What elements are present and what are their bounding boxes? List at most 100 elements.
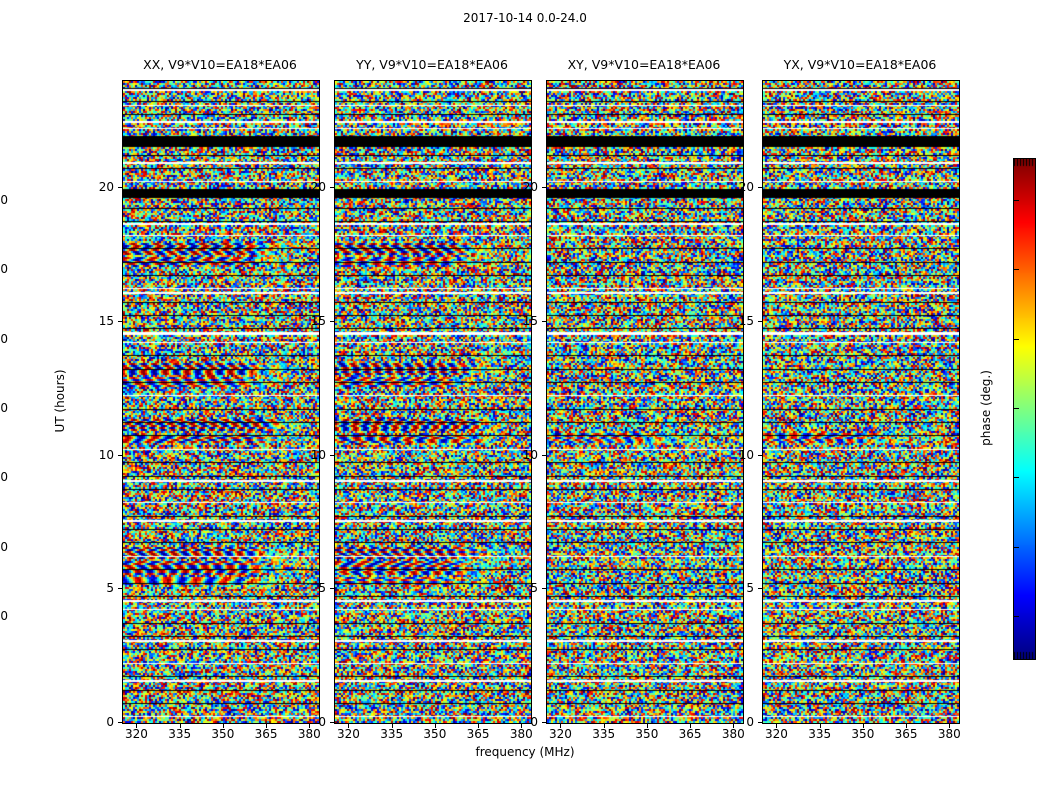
panel-title-yx: YX, V9*V10=EA18*EA06 [783, 57, 937, 72]
x-tick-label: 320 [764, 727, 788, 741]
y-tick-mark [118, 588, 122, 589]
x-tick-mark [862, 724, 864, 728]
figure-suptitle: 2017-10-14 0.0-24.0 [463, 11, 587, 25]
waterfall-image-yy [335, 81, 531, 723]
y-tick-mark [758, 588, 762, 589]
y-tick-mark [758, 187, 762, 188]
y-tick-mark [118, 455, 122, 456]
x-tick-label: 350 [211, 727, 235, 741]
panel-title-xy: XY, V9*V10=EA18*EA06 [567, 57, 721, 72]
y-tick-mark [542, 588, 546, 589]
waterfall-panel-xy[interactable] [546, 80, 744, 724]
y-tick-mark [330, 455, 334, 456]
x-tick-mark [906, 724, 908, 728]
colorbar-tick-label: 100 [0, 262, 8, 277]
y-tick-mark [542, 187, 546, 188]
x-tick-label: 335 [592, 727, 616, 741]
y-tick-label: 5 [318, 581, 326, 595]
x-axis-label: frequency (MHz) [475, 745, 575, 759]
x-tick-mark [434, 724, 436, 728]
waterfall-panel-yy[interactable] [334, 80, 532, 724]
colorbar-tick-label: −100 [0, 539, 8, 554]
y-tick-label: 20 [98, 180, 114, 194]
x-tick-mark [266, 724, 268, 728]
x-tick-mark [733, 724, 735, 728]
x-tick-label: 350 [423, 727, 447, 741]
y-tick-label: 15 [98, 314, 114, 328]
y-tick-label: 0 [106, 715, 114, 729]
y-tick-mark [758, 455, 762, 456]
waterfall-panel-yx[interactable] [762, 80, 960, 724]
colorbar-tick-label: 0 [0, 401, 8, 415]
y-tick-label: 10 [738, 448, 754, 462]
colorbar-tick-mark [1014, 477, 1019, 479]
y-tick-label: 20 [310, 180, 326, 194]
y-tick-mark [118, 722, 122, 723]
y-tick-label: 15 [522, 314, 538, 328]
x-tick-mark [776, 724, 778, 728]
y-tick-mark [330, 321, 334, 322]
y-tick-label: 5 [530, 581, 538, 595]
x-tick-label: 320 [124, 727, 148, 741]
y-tick-label: 10 [98, 448, 114, 462]
y-tick-label: 15 [738, 314, 754, 328]
x-tick-label: 365 [466, 727, 490, 741]
panel-title-yy: YY, V9*V10=EA18*EA06 [356, 57, 508, 72]
x-tick-mark [222, 724, 224, 728]
y-tick-label: 15 [310, 314, 326, 328]
colorbar-tick-label: −50 [0, 470, 8, 485]
x-tick-mark [478, 724, 480, 728]
y-tick-label: 20 [738, 180, 754, 194]
x-tick-label: 380 [297, 727, 321, 741]
panel-title-xx: XX, V9*V10=EA18*EA06 [143, 57, 297, 72]
y-tick-mark [758, 321, 762, 322]
x-tick-mark [819, 724, 821, 728]
y-tick-mark [330, 187, 334, 188]
waterfall-panel-xx[interactable] [122, 80, 320, 724]
x-tick-label: 380 [509, 727, 533, 741]
x-tick-label: 320 [548, 727, 572, 741]
waterfall-image-xx [123, 81, 319, 723]
x-tick-mark [949, 724, 951, 728]
colorbar-tick-mark [1014, 616, 1019, 618]
y-tick-label: 0 [746, 715, 754, 729]
y-tick-mark [758, 722, 762, 723]
colorbar-tick-label: 50 [0, 331, 8, 346]
x-tick-label: 335 [380, 727, 404, 741]
colorbar-tick-mark [1014, 199, 1019, 201]
y-tick-label: 5 [106, 581, 114, 595]
y-tick-mark [330, 588, 334, 589]
x-tick-mark [348, 724, 350, 728]
x-tick-label: 335 [168, 727, 192, 741]
x-tick-label: 350 [635, 727, 659, 741]
x-tick-mark [603, 724, 605, 728]
y-tick-mark [330, 722, 334, 723]
waterfall-image-yx [763, 81, 959, 723]
y-tick-label: 5 [746, 581, 754, 595]
x-tick-mark [560, 724, 562, 728]
colorbar-tick-label: 150 [0, 192, 8, 207]
x-tick-mark [646, 724, 648, 728]
y-tick-mark [542, 455, 546, 456]
colorbar-tick-label: −150 [0, 609, 8, 624]
y-tick-label: 0 [530, 715, 538, 729]
x-tick-label: 380 [721, 727, 745, 741]
y-tick-mark [118, 321, 122, 322]
x-tick-mark [136, 724, 138, 728]
x-tick-label: 365 [254, 727, 278, 741]
colorbar-tick-mark [1014, 408, 1019, 409]
y-axis-label: UT (hours) [53, 369, 67, 433]
y-tick-label: 20 [522, 180, 538, 194]
colorbar-gradient [1013, 158, 1036, 660]
y-tick-mark [118, 187, 122, 188]
x-tick-mark [521, 724, 523, 728]
x-tick-label: 350 [851, 727, 875, 741]
x-tick-label: 335 [808, 727, 832, 741]
colorbar [1013, 158, 1036, 660]
x-tick-mark [391, 724, 393, 728]
x-tick-mark [179, 724, 181, 728]
x-tick-label: 320 [336, 727, 360, 741]
colorbar-tick-mark [1014, 338, 1019, 340]
y-tick-mark [542, 722, 546, 723]
